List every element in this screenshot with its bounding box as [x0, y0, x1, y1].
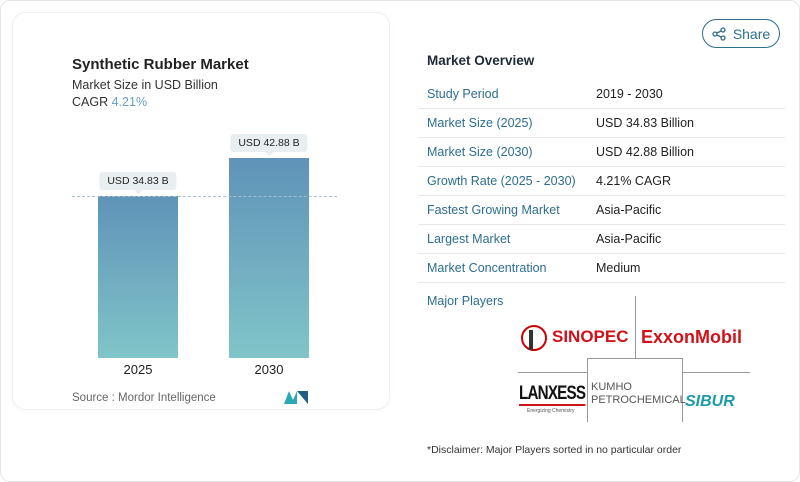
- row-value: Asia-Pacific: [596, 203, 662, 217]
- chart-subtitle: Market Size in USD Billion: [72, 78, 218, 92]
- row-label: Study Period: [427, 87, 499, 101]
- exxonmobil-logo: ExxonMobil: [641, 327, 743, 347]
- major-players-label: Major Players: [427, 294, 504, 308]
- row-value: USD 34.83 Billion: [596, 116, 694, 130]
- row-label: Market Size (2030): [427, 145, 533, 159]
- sinopec-emblem-icon: [521, 325, 547, 351]
- overview-row: Market Size (2030) USD 42.88 Billion: [418, 138, 785, 167]
- row-label: Fastest Growing Market: [427, 203, 560, 217]
- bar-2025: [98, 195, 178, 358]
- overview-row: Growth Rate (2025 - 2030) 4.21% CAGR: [418, 167, 785, 196]
- source: Source : Mordor Intelligence: [72, 392, 216, 404]
- row-value: USD 42.88 Billion: [596, 145, 694, 159]
- overview-row: Largest Market Asia-Pacific: [418, 225, 785, 254]
- row-value: 2019 - 2030: [596, 87, 663, 101]
- mordor-logo-icon: [284, 391, 308, 404]
- overview-row: Market Concentration Medium: [418, 254, 785, 283]
- lanxess-tagline: Energizing Chemistry: [527, 408, 575, 414]
- sibur-logo: SIBUR: [685, 393, 735, 410]
- reference-line: [72, 196, 337, 197]
- row-label: Market Size (2025): [427, 116, 533, 130]
- bar-2030: [229, 158, 309, 358]
- row-value: Asia-Pacific: [596, 232, 662, 246]
- share-label: Share: [732, 25, 771, 42]
- logo-box: [587, 358, 683, 422]
- lanxess-logo: LANXESS: [519, 383, 586, 406]
- overview-title: Market Overview: [427, 53, 535, 68]
- row-label: Largest Market: [427, 232, 511, 246]
- data-label: USD 34.83 B: [99, 171, 177, 194]
- kumho-logo: KUMHO PETROCHEMICAL: [591, 381, 686, 406]
- row-label: Growth Rate (2025 - 2030): [427, 174, 576, 188]
- share-button[interactable]: Share: [702, 19, 780, 48]
- x-tick-label: 2025: [123, 362, 153, 377]
- row-value: 4.21% CAGR: [596, 174, 672, 188]
- overview-row: Study Period 2019 - 2030: [418, 80, 785, 109]
- overview-row: Market Size (2025) USD 34.83 Billion: [418, 109, 785, 138]
- overview-row: Fastest Growing Market Asia-Pacific: [418, 196, 785, 225]
- disclaimer: *Disclaimer: Major Players sorted in no …: [427, 444, 682, 456]
- divider: [635, 296, 636, 358]
- cagr-value: 4.21%: [111, 95, 148, 109]
- sinopec-logo: SINOPEC: [552, 327, 629, 346]
- cagr-label: CAGR: [72, 95, 109, 109]
- cagr: CAGR 4.21%: [72, 95, 147, 109]
- chart-title: Synthetic Rubber Market: [72, 56, 249, 73]
- chart-card: [12, 12, 390, 410]
- data-label: USD 42.88 B: [230, 134, 308, 156]
- share-icon: [712, 26, 726, 41]
- x-tick-label: 2030: [254, 362, 284, 377]
- row-label: Market Concentration: [427, 261, 547, 275]
- row-value: Medium: [596, 261, 641, 275]
